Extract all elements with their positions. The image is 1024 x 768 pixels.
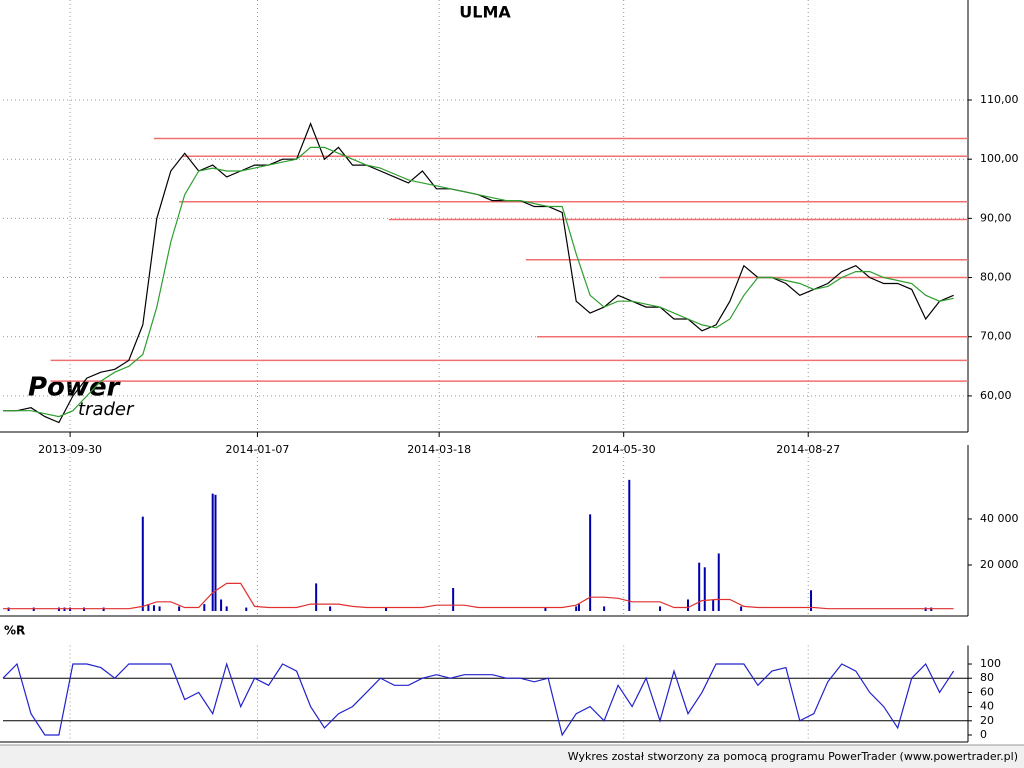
y-tick-label: 0: [980, 728, 987, 741]
y-tick-label: 40 000: [980, 512, 1019, 525]
panel-title: %R: [4, 624, 25, 638]
volume-bar: [385, 607, 388, 611]
volume-bar: [628, 479, 631, 611]
volume-bar: [659, 606, 662, 611]
volume-bar: [315, 583, 318, 611]
footer-bar: [0, 745, 1024, 768]
volume-bar: [178, 606, 181, 611]
y-tick-label: 20: [980, 714, 994, 727]
volume-bar: [687, 599, 689, 611]
volume-bar: [329, 606, 332, 611]
watermark: trader: [78, 399, 135, 420]
volume-bar: [245, 607, 248, 611]
volume-bar: [152, 605, 155, 611]
y-tick-label: 60: [980, 685, 994, 698]
footer-text: Wykres został stworzony za pomocą progra…: [568, 750, 1018, 763]
series-line: [3, 582, 954, 610]
volume-bar: [544, 607, 547, 611]
volume-bar: [712, 599, 715, 611]
volume-bar: [211, 493, 214, 611]
volume-bar: [225, 606, 228, 611]
y-tick-label: 70,00: [980, 330, 1012, 343]
volume-bar: [158, 606, 161, 611]
y-tick-label: 100,00: [980, 152, 1019, 165]
y-tick-label: 80,00: [980, 271, 1012, 284]
y-tick-label: 110,00: [980, 93, 1019, 106]
volume-bar: [603, 606, 606, 611]
chart-title: ULMA: [459, 3, 511, 22]
series-line: [3, 146, 954, 418]
y-tick-label: 80: [980, 671, 994, 684]
volume-bar: [214, 494, 217, 611]
volume-bar: [575, 606, 578, 611]
series-line: [2, 661, 955, 737]
y-tick-label: 20 000: [980, 558, 1019, 571]
volume-bar: [147, 604, 150, 611]
volume-bar: [740, 606, 743, 611]
volume-bar: [220, 599, 223, 611]
volume-bar: [703, 567, 706, 611]
volume-bar: [141, 516, 144, 611]
volume-bar: [589, 514, 592, 611]
y-tick-label: 90,00: [980, 211, 1012, 224]
volume-bar: [452, 587, 455, 611]
volume-bar: [810, 590, 813, 611]
y-tick-label: 40: [980, 700, 994, 713]
volume-bar: [717, 553, 720, 611]
volume-bar: [203, 604, 206, 611]
volume-bar: [698, 562, 701, 611]
volume-bar: [577, 604, 580, 611]
y-tick-label: 60,00: [980, 389, 1012, 402]
y-tick-label: 100: [980, 657, 1001, 670]
